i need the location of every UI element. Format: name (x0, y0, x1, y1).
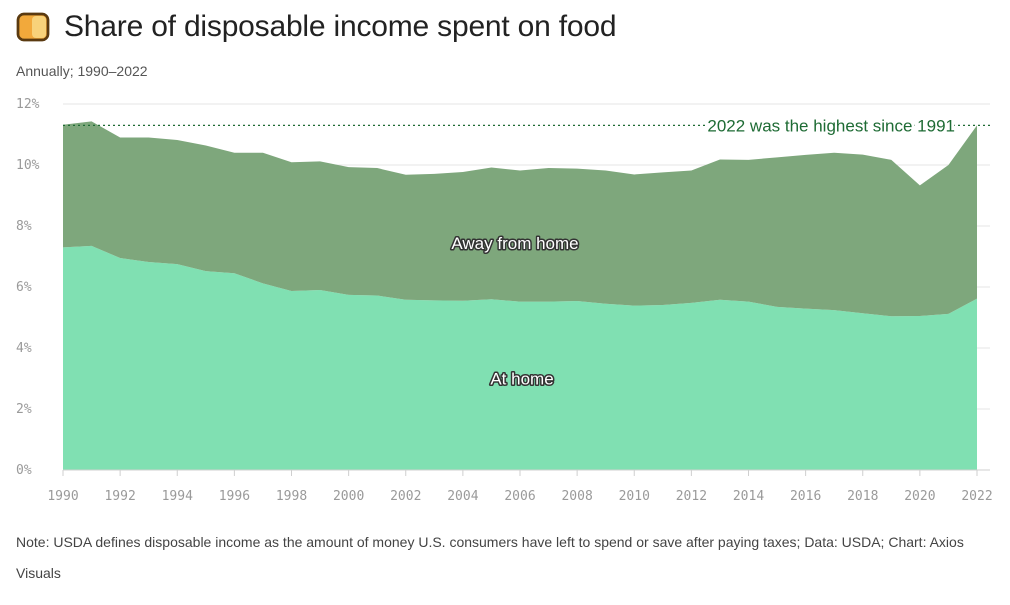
x-tick-label: 1994 (162, 489, 193, 504)
x-tick-label: 2000 (333, 489, 364, 504)
x-tick-label: 2022 (961, 489, 992, 504)
x-tick-label: 2012 (676, 489, 707, 504)
bread-icon (16, 12, 50, 42)
x-tick-label: 2016 (790, 489, 821, 504)
y-tick-label: 12% (16, 97, 40, 112)
area-away-from-home (63, 121, 977, 317)
y-tick-label: 10% (16, 158, 40, 173)
x-tick-label: 2010 (619, 489, 650, 504)
y-tick-label: 0% (16, 463, 32, 478)
x-tick-label: 1990 (47, 489, 78, 504)
series-label-at-home: At home (490, 370, 553, 389)
annotation-label: 2022 was the highest since 1991 (707, 116, 955, 135)
x-tick-label: 2008 (561, 489, 592, 504)
stacked-area-chart: 0% 2% 4% 6% 8% 10% 12% 1990 1992 1994 1996 1998 2000… (16, 97, 993, 504)
x-tick-label: 1992 (104, 489, 135, 504)
chart-note: Note: USDA defines disposable income as … (16, 534, 964, 581)
y-tick-label: 4% (16, 341, 32, 356)
y-tick-label: 2% (16, 402, 32, 417)
chart-header: Share of disposable income spent on food (16, 10, 617, 44)
x-tick-label: 2006 (504, 489, 535, 504)
chart-subtitle: Annually; 1990–2022 (16, 63, 148, 79)
x-tick-label: 2018 (847, 489, 878, 504)
x-tick-label: 2004 (447, 489, 478, 504)
y-tick-label: 6% (16, 280, 32, 295)
series-label-away-from-home: Away from home (451, 234, 578, 253)
x-tick-label: 1996 (219, 489, 250, 504)
area-at-home (63, 245, 977, 470)
x-tick-label: 2002 (390, 489, 421, 504)
chart-title: Share of disposable income spent on food (64, 10, 617, 43)
y-tick-label: 8% (16, 219, 32, 234)
x-tick-label: 2014 (733, 489, 764, 504)
x-tick-label: 2020 (904, 489, 935, 504)
x-tick-label: 1998 (276, 489, 307, 504)
